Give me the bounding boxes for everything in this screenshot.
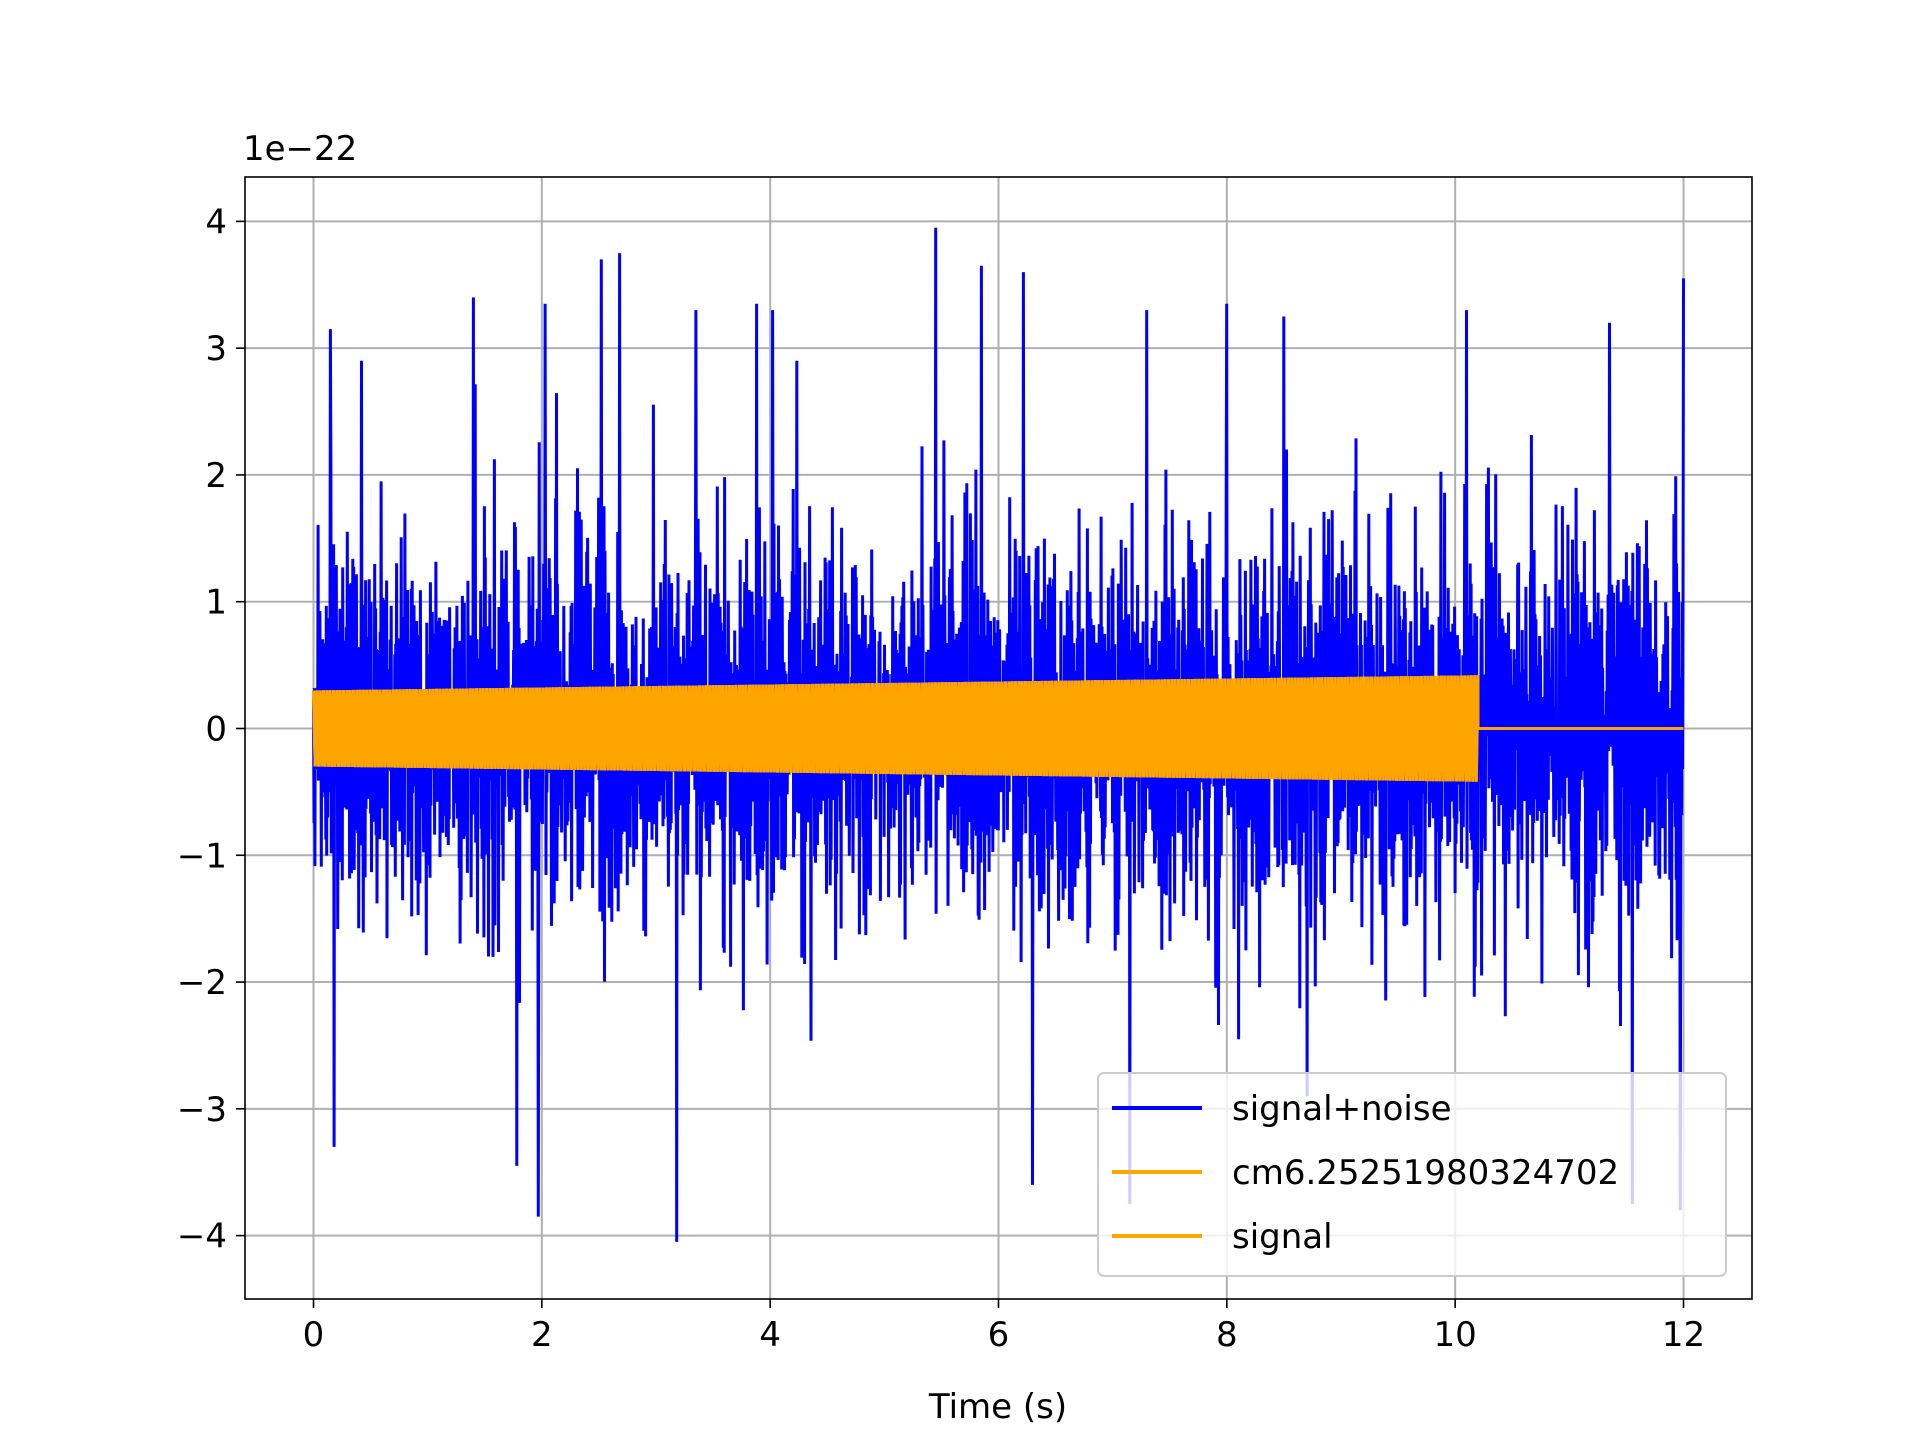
y-tick-label: 1 xyxy=(205,583,227,623)
y-tick-label: 3 xyxy=(205,329,227,369)
x-tick-label: 12 xyxy=(1662,1315,1705,1355)
legend-label-signal-noise: signal+noise xyxy=(1232,1089,1452,1129)
y-tick-label: 2 xyxy=(205,456,227,496)
y-tick-label: −1 xyxy=(177,836,227,876)
legend-label-cm: cm6.25251980324702 xyxy=(1232,1153,1619,1193)
x-tick-label: 0 xyxy=(303,1315,325,1355)
x-tick-label: 8 xyxy=(1216,1315,1238,1355)
y-tick-label: 4 xyxy=(205,202,227,242)
legend-label-signal: signal xyxy=(1232,1217,1333,1257)
x-tick-label: 6 xyxy=(988,1315,1010,1355)
y-offset-label: 1e−22 xyxy=(243,129,357,169)
x-tick-label: 4 xyxy=(759,1315,781,1355)
x-axis-label: Time (s) xyxy=(928,1387,1067,1427)
series-line-signal xyxy=(312,675,1684,782)
y-tick-label: −4 xyxy=(177,1217,227,1257)
x-tick-label: 2 xyxy=(531,1315,553,1355)
series-layer xyxy=(312,227,1685,1242)
legend-box xyxy=(1097,1072,1727,1277)
legend: signal+noise cm6.25251980324702 signal xyxy=(1097,1072,1727,1277)
x-tick-label: 10 xyxy=(1434,1315,1477,1355)
y-tick-label: 0 xyxy=(205,709,227,749)
y-tick-label: −2 xyxy=(177,963,227,1003)
y-tick-label: −3 xyxy=(177,1090,227,1130)
